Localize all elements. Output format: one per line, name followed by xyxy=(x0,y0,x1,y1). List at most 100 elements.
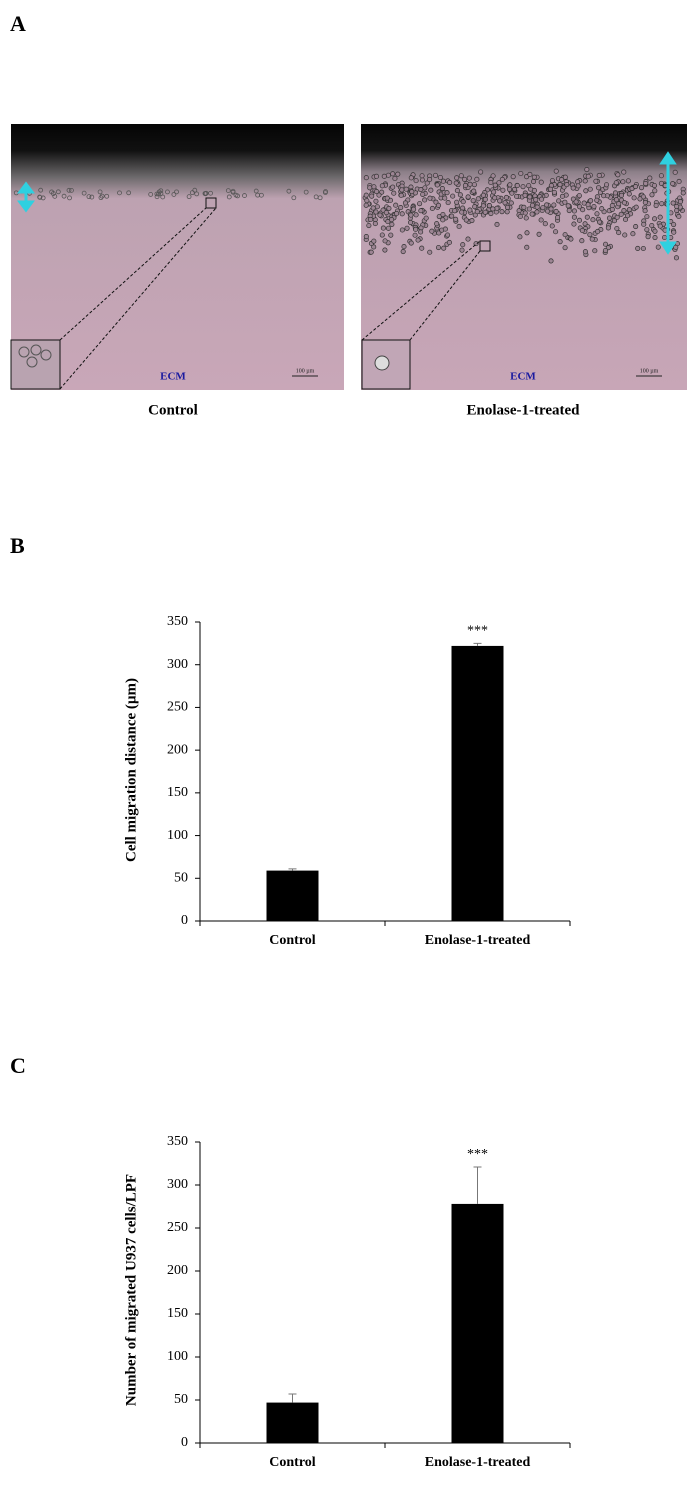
cell xyxy=(459,247,465,253)
inset-cell xyxy=(374,355,390,371)
cell xyxy=(514,193,520,199)
cell xyxy=(38,187,44,193)
cell xyxy=(413,226,419,232)
cell xyxy=(454,175,460,181)
cell xyxy=(609,203,615,209)
cell xyxy=(435,244,442,251)
cell xyxy=(61,193,67,199)
y-tick-label: 100 xyxy=(167,1349,188,1364)
cell xyxy=(638,185,645,191)
cell xyxy=(589,236,595,242)
cell xyxy=(523,215,529,221)
cell xyxy=(630,231,636,237)
cell xyxy=(417,201,423,207)
cell xyxy=(86,194,92,200)
cell xyxy=(531,174,537,180)
cell xyxy=(418,186,424,193)
cell xyxy=(399,187,405,193)
cell xyxy=(472,204,478,210)
cell xyxy=(174,189,179,195)
cell xyxy=(657,214,663,220)
cell xyxy=(313,194,319,200)
cell xyxy=(587,186,593,192)
cell xyxy=(653,202,659,209)
cell xyxy=(583,188,589,194)
cell xyxy=(449,213,455,219)
significance: *** xyxy=(467,624,488,639)
y-tick-label: 300 xyxy=(167,657,188,672)
cell xyxy=(534,209,540,215)
cell xyxy=(384,195,390,201)
cell xyxy=(672,169,678,175)
error-bar xyxy=(288,1393,297,1403)
cell xyxy=(385,225,392,231)
cell xyxy=(590,217,596,223)
cell xyxy=(391,190,397,196)
cell xyxy=(366,222,372,229)
cell xyxy=(557,239,563,245)
cell xyxy=(390,171,396,177)
cell xyxy=(434,182,440,188)
cell xyxy=(291,195,297,201)
cell xyxy=(526,183,532,189)
cell xyxy=(453,216,459,222)
cell xyxy=(471,188,477,194)
cell xyxy=(626,207,632,213)
cell xyxy=(538,179,544,185)
cell xyxy=(503,194,509,200)
cell xyxy=(462,176,468,182)
bar xyxy=(451,645,504,921)
cell xyxy=(442,226,448,232)
cell xyxy=(522,192,528,198)
cell xyxy=(444,190,450,196)
zoom-line xyxy=(409,250,481,341)
cell xyxy=(418,229,424,235)
cell xyxy=(499,209,505,215)
cell xyxy=(471,182,477,188)
cell xyxy=(622,216,629,223)
cell xyxy=(382,238,388,244)
cell xyxy=(388,232,394,238)
cell xyxy=(622,232,628,238)
cell xyxy=(643,180,649,187)
micrograph xyxy=(11,124,344,390)
cell xyxy=(633,204,639,210)
cell xyxy=(577,204,583,210)
cell xyxy=(40,195,46,201)
error-bar xyxy=(473,1166,482,1204)
cell xyxy=(492,195,498,201)
cell xyxy=(408,240,414,246)
cell xyxy=(551,202,557,208)
cell xyxy=(614,214,620,220)
cell xyxy=(401,244,407,250)
cell xyxy=(165,189,170,195)
cell xyxy=(467,207,473,213)
cell xyxy=(642,208,648,214)
cell xyxy=(371,244,377,250)
y-tick-label: 100 xyxy=(167,828,188,843)
cell xyxy=(442,195,448,201)
cell xyxy=(540,205,546,211)
y-tick-label: 0 xyxy=(181,1435,188,1450)
cell xyxy=(615,172,621,178)
cell xyxy=(373,209,379,215)
cell xyxy=(562,232,568,238)
cell xyxy=(631,195,637,201)
cell xyxy=(526,206,532,212)
cell xyxy=(618,192,625,198)
cell xyxy=(557,182,563,188)
cell xyxy=(367,185,373,191)
cell xyxy=(409,189,415,195)
cell xyxy=(536,231,542,237)
cell xyxy=(467,181,473,187)
cell xyxy=(494,205,500,211)
cell xyxy=(676,178,682,185)
cell xyxy=(230,189,236,195)
cell xyxy=(556,198,562,204)
cell xyxy=(562,199,568,205)
cell xyxy=(482,209,488,215)
cell xyxy=(446,239,452,245)
cell xyxy=(584,167,590,173)
cell xyxy=(474,176,480,182)
cell xyxy=(445,232,451,238)
